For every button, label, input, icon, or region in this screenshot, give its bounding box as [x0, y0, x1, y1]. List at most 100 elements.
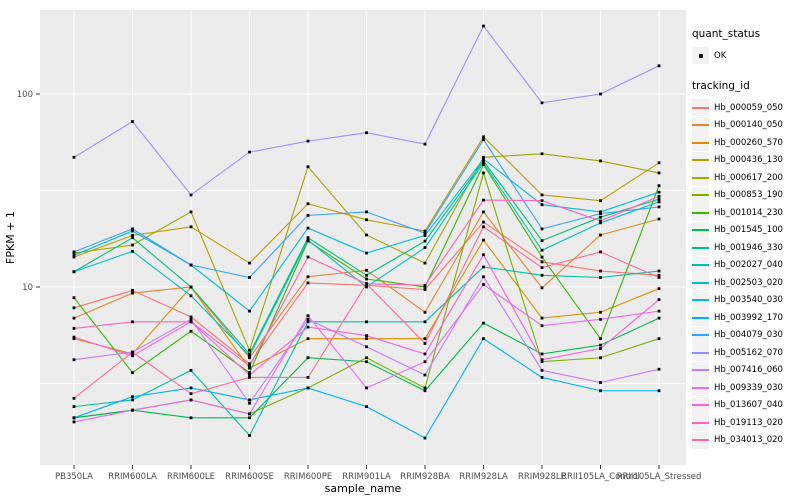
legend-key-box: [692, 361, 709, 379]
svg-text:RRIM600LE: RRIM600LE: [167, 472, 215, 482]
legend-key-line-icon: [692, 334, 709, 336]
legend-key-box: [692, 344, 709, 361]
svg-text:RRII105LA_Control: RRII105LA_Control: [561, 472, 640, 482]
legend-item-Hb_007416_060: Hb_007416_060: [692, 361, 798, 379]
svg-text:10: 10: [22, 283, 33, 293]
legend-key-line-icon: [692, 211, 709, 214]
legend-item-label: Hb_002027_040: [714, 260, 783, 270]
legend-key-line-icon: [692, 351, 709, 354]
legend-key-line-icon: [692, 299, 709, 301]
legend-item-label: OK: [714, 50, 727, 61]
legend-key-line-icon: [692, 439, 709, 441]
legend-key-line-icon: [692, 106, 709, 109]
legend-key-box: [692, 151, 709, 169]
legend-key-box: [692, 169, 709, 186]
legend-key-line-icon: [692, 159, 709, 161]
legend-item-Hb_002027_040: Hb_002027_040: [692, 256, 798, 274]
legend-item-label: Hb_000436_130: [714, 155, 783, 165]
legend-item-Hb_002503_020: Hb_002503_020: [692, 274, 798, 291]
legend-item-label: Hb_001014_230: [714, 207, 783, 218]
legend-item-Hb_000260_570: Hb_000260_570: [692, 134, 798, 151]
legend-key-box: [692, 326, 709, 344]
legend-item-Hb_001014_230: Hb_001014_230: [692, 204, 798, 221]
legend-section-tracking-id: tracking_id Hb_000059_050 Hb_000140_050 Hb…: [692, 80, 798, 449]
legend-key-line-icon: [692, 316, 709, 319]
legend: quant_status OK tracking_id Hb_000059_05…: [692, 28, 798, 465]
legend-key-line-icon: [692, 404, 709, 406]
legend-key-box: [692, 204, 709, 221]
legend-item-label: Hb_004079_030: [714, 330, 783, 340]
legend-key-box: [692, 256, 709, 274]
legend-item-label: Hb_001545_100: [714, 225, 783, 235]
point-marker-icon: [698, 53, 703, 58]
x-axis-tick-labels: PB350LA RRIM600LA RRIM600LE RRIM600SE RRIM60…: [55, 472, 701, 482]
legend-item-Hb_000140_050: Hb_000140_050: [692, 116, 798, 134]
legend-key-box: [692, 116, 709, 134]
legend-item-label: Hb_007416_060: [714, 365, 783, 375]
legend-item-Hb_009339_030: Hb_009339_030: [692, 379, 798, 396]
legend-tracking-items: Hb_000059_050 Hb_000140_050 Hb_000260_570 H…: [692, 99, 798, 449]
legend-key-box: [692, 99, 709, 116]
legend-key-box: [692, 291, 709, 309]
legend-item-label: Hb_013607_040: [714, 400, 783, 410]
legend-item-label: Hb_003540_030: [714, 295, 783, 305]
legend-key-box: [692, 274, 709, 291]
legend-item-Hb_013607_040: Hb_013607_040: [692, 396, 798, 414]
plot-panel: [40, 10, 686, 465]
legend-item-Hb_019113_020: Hb_019113_020: [692, 414, 798, 431]
legend-key-box: [692, 134, 709, 151]
legend-item-Hb_005162_070: Hb_005162_070: [692, 344, 798, 361]
legend-key-box: [692, 239, 709, 256]
legend-item-Hb_003992_170: Hb_003992_170: [692, 309, 798, 326]
legend-item-label: Hb_001946_330: [714, 242, 783, 253]
svg-text:RRIM600LA: RRIM600LA: [108, 472, 157, 482]
legend-item-label: Hb_009339_030: [714, 382, 783, 393]
svg-text:RRIM928LA: RRIM928LA: [459, 472, 508, 482]
legend-key-box: [692, 47, 709, 64]
legend-item-label: Hb_000140_050: [714, 120, 783, 130]
legend-section-quant-status: quant_status OK: [692, 28, 798, 64]
legend-key-line-icon: [692, 369, 709, 371]
legend-item-Hb_034013_020: Hb_034013_020: [692, 431, 798, 449]
svg-text:RRII105LA_Stressed: RRII105LA_Stressed: [617, 472, 702, 482]
legend-key-box: [692, 186, 709, 204]
legend-key-line-icon: [692, 421, 709, 424]
svg-text:RRIM901LA: RRIM901LA: [342, 472, 391, 482]
legend-key-line-icon: [692, 246, 709, 249]
legend-key-box: [692, 309, 709, 326]
svg-text:PB350LA: PB350LA: [55, 472, 93, 482]
legend-key-box: [692, 431, 709, 449]
legend-item-Hb_003540_030: Hb_003540_030: [692, 291, 798, 309]
legend-item-label: Hb_000059_050: [714, 102, 783, 113]
legend-item-label: Hb_034013_020: [714, 435, 783, 445]
svg-text:100: 100: [17, 90, 33, 100]
legend-item-Hb_000617_200: Hb_000617_200: [692, 169, 798, 186]
data-points: [72, 24, 661, 440]
legend-item-Hb_001946_330: Hb_001946_330: [692, 239, 798, 256]
svg-text:RRIM928LE: RRIM928LE: [518, 472, 566, 482]
legend-key-line-icon: [692, 141, 709, 144]
legend-key-line-icon: [692, 386, 709, 389]
svg-text:RRIM928BA: RRIM928BA: [400, 472, 450, 482]
svg-text:RRIM600PE: RRIM600PE: [284, 472, 332, 482]
legend-key-box: [692, 221, 709, 239]
legend-item-label: Hb_003992_170: [714, 312, 783, 323]
legend-item-Hb_000059_050: Hb_000059_050: [692, 99, 798, 116]
axis-ticks: [36, 93, 660, 469]
legend-item-Hb_000853_190: Hb_000853_190: [692, 186, 798, 204]
y-axis-tick-labels: 10 100: [17, 90, 33, 293]
legend-key-line-icon: [692, 264, 709, 266]
legend-key-line-icon: [692, 281, 709, 284]
svg-text:RRIM600SE: RRIM600SE: [225, 472, 274, 482]
legend-key-box: [692, 414, 709, 431]
legend-item-Hb_004079_030: Hb_004079_030: [692, 326, 798, 344]
legend-item-label: Hb_000260_570: [714, 137, 783, 148]
legend-title-quant-status: quant_status: [692, 28, 761, 40]
legend-item-label: Hb_000853_190: [714, 190, 783, 200]
legend-key-line-icon: [692, 124, 709, 126]
legend-item-Hb_000436_130: Hb_000436_130: [692, 151, 798, 169]
legend-item-label: Hb_019113_020: [714, 417, 783, 428]
legend-key-line-icon: [692, 176, 709, 179]
legend-key-line-icon: [692, 194, 709, 196]
